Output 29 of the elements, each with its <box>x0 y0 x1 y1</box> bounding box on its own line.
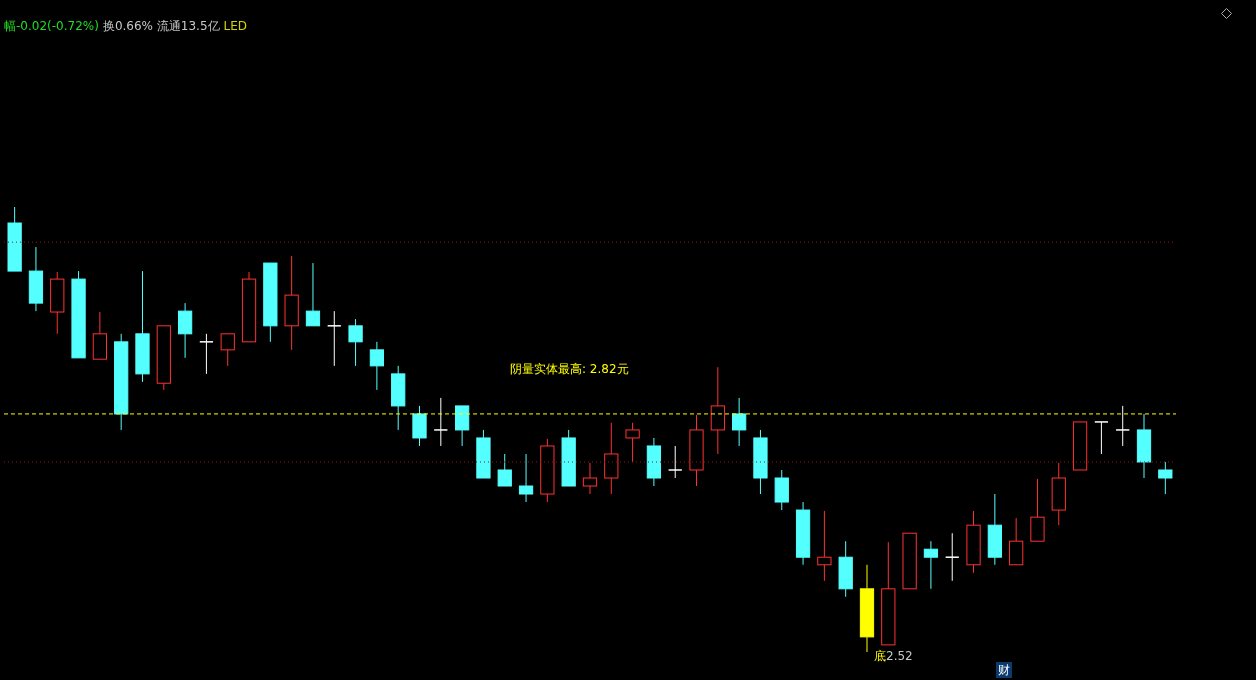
candlestick <box>518 453 534 503</box>
candlestick <box>732 397 747 447</box>
badge-icon: 财 <box>996 662 1012 678</box>
candlestick <box>433 397 449 447</box>
text: 换0.66% 流通13.5亿 <box>102 19 220 33</box>
candlestick <box>923 540 939 590</box>
candlestick <box>326 310 342 367</box>
candlestick <box>284 255 299 351</box>
candlestick <box>795 501 811 566</box>
candlestick <box>1115 405 1131 447</box>
candlestick <box>582 462 598 495</box>
candlestick <box>689 414 704 487</box>
annotation: 底2.52 <box>874 649 913 663</box>
candlestick <box>859 564 875 652</box>
candlestick <box>1136 413 1152 479</box>
text: 幅-0.02(-0.72%) <box>4 19 99 33</box>
candlestick <box>177 302 193 359</box>
candlestick <box>966 510 981 574</box>
candlestick <box>28 246 44 312</box>
candlestick <box>369 341 385 391</box>
annotation: 阴量实体最高: 2.82元 <box>510 362 629 376</box>
candlestick <box>1051 462 1066 526</box>
candlestick <box>817 510 832 582</box>
candlestick <box>646 437 662 487</box>
candlestick <box>710 366 725 455</box>
candlestick <box>838 540 853 598</box>
candlestick <box>604 422 619 495</box>
text: LED <box>223 19 248 33</box>
candlestick <box>944 532 960 582</box>
